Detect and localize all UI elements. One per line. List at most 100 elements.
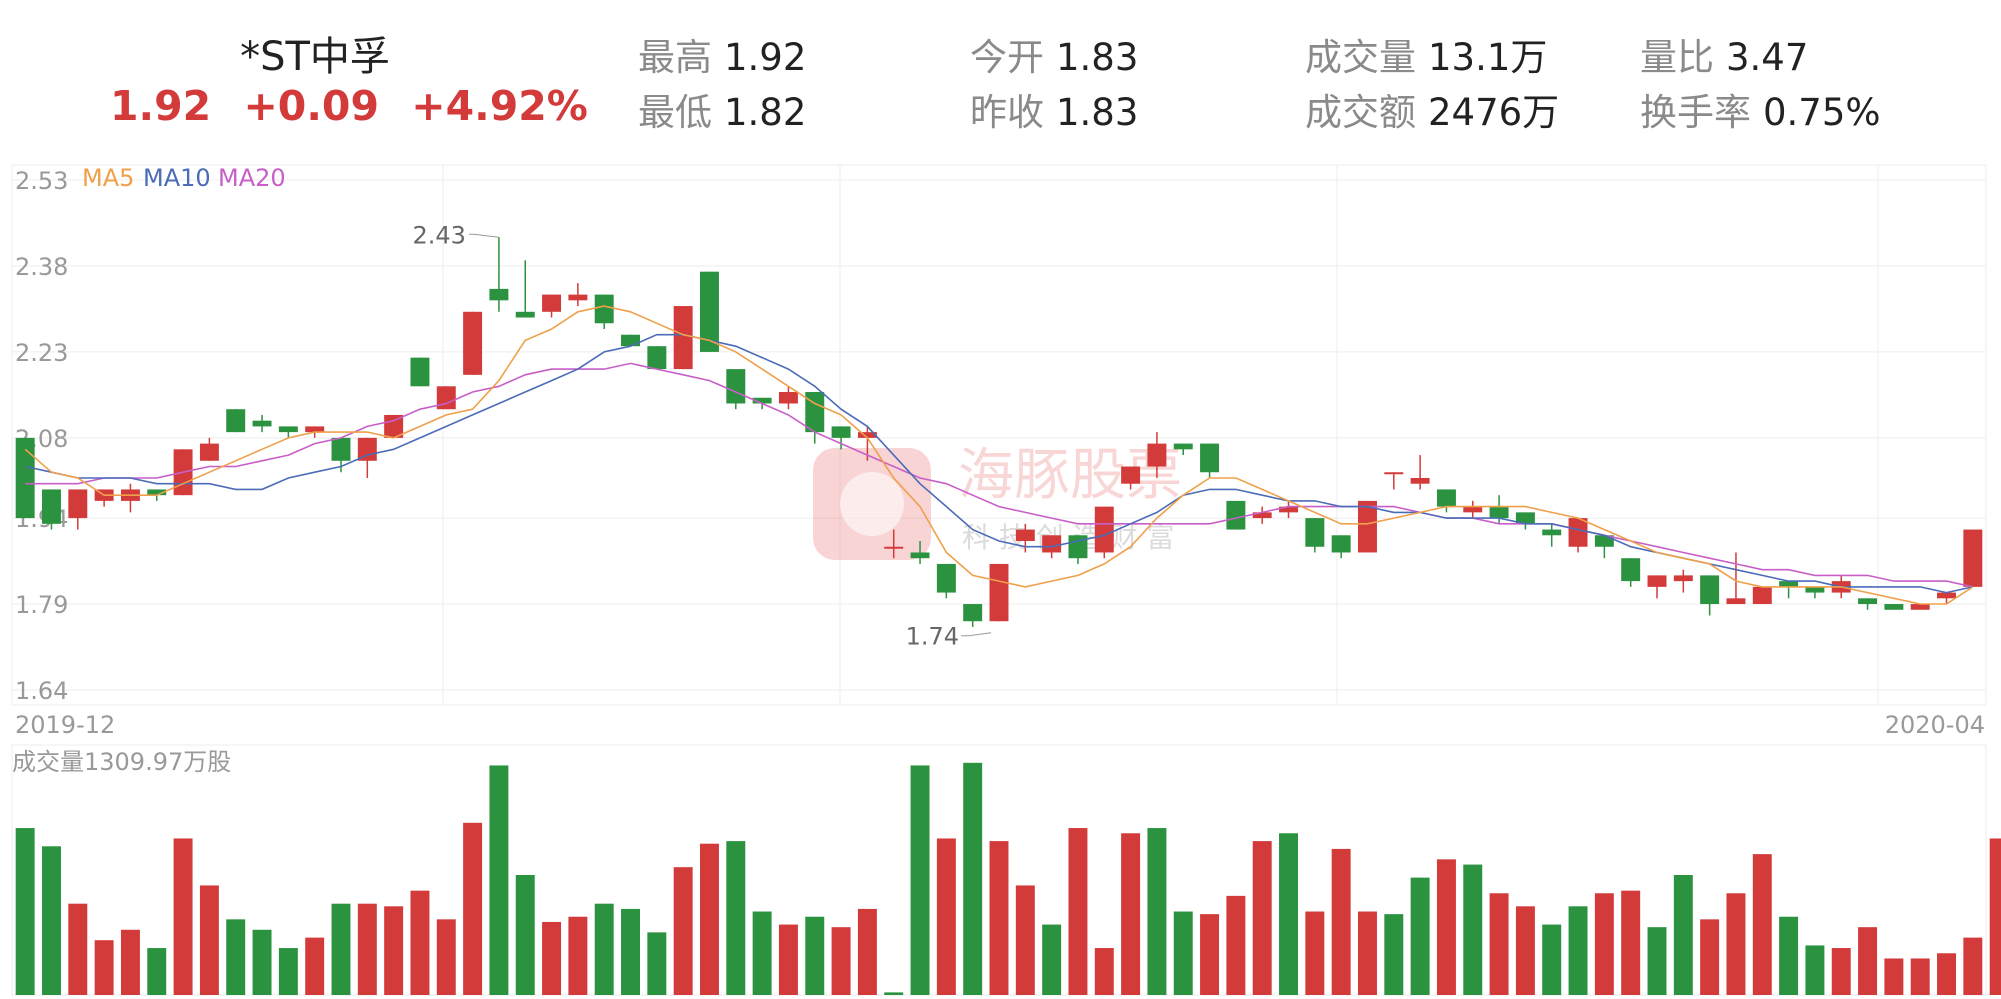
candle	[1647, 575, 1667, 599]
candle-body	[1463, 506, 1483, 513]
candle	[226, 409, 246, 433]
candle-body	[1436, 489, 1456, 507]
candle-body	[1305, 518, 1325, 547]
candle	[1621, 558, 1641, 587]
candle-body	[410, 357, 430, 387]
candle	[1463, 500, 1483, 519]
volume-bar	[1937, 953, 1956, 995]
candle-body	[1779, 581, 1799, 587]
volume-bar	[1331, 848, 1351, 995]
volume-bar	[489, 765, 509, 995]
volume-bar	[1779, 916, 1799, 995]
candle-body	[647, 346, 667, 370]
volume-bar	[68, 903, 88, 995]
volume-bar	[1305, 911, 1325, 995]
candle-body	[1147, 443, 1167, 467]
volume-bar	[963, 762, 983, 995]
candle	[1858, 598, 1878, 610]
candle-body	[778, 392, 798, 404]
candle	[621, 334, 640, 347]
volume-bar	[831, 927, 851, 995]
volume-bar	[252, 929, 272, 995]
volume-bar	[989, 841, 1009, 995]
watermark-dolphin-icon	[840, 472, 904, 536]
candle	[989, 563, 1009, 622]
stat-turnover-rate: 换手率 0.75%	[1640, 91, 1881, 134]
price-quote: 1.92 +0.09 +4.92%	[110, 82, 606, 130]
volume-bar	[305, 937, 325, 995]
volume-bar	[568, 916, 588, 995]
candle-body	[1726, 598, 1746, 605]
candle	[1963, 529, 1983, 587]
volume-bar	[410, 890, 430, 995]
candle	[436, 386, 456, 410]
y-tick-label: 1.64	[15, 677, 68, 705]
volume-bar	[1673, 875, 1693, 995]
volume-bar	[42, 846, 61, 995]
candle-body	[515, 311, 535, 318]
stat-volume-ratio: 量比 3.47	[1640, 36, 1809, 79]
volume-bar	[1147, 828, 1167, 995]
candle-body	[1068, 535, 1088, 559]
candle	[1068, 535, 1088, 564]
volume-bar	[1068, 828, 1088, 995]
candle	[778, 386, 798, 410]
candle-body	[594, 294, 614, 324]
candle-body	[884, 546, 904, 549]
volume-bar	[910, 765, 930, 995]
candle	[489, 237, 509, 312]
quote-header: *ST中孚 1.92 +0.09 +4.92% 最高 1.92 最低 1.82 今开…	[0, 0, 2001, 160]
candle-body	[1358, 500, 1377, 553]
volume-bar	[1726, 893, 1746, 995]
volume-bar	[1489, 893, 1509, 995]
candle	[1515, 512, 1535, 530]
candle	[568, 283, 588, 307]
candle-body	[1700, 575, 1720, 605]
candle	[1779, 581, 1799, 599]
candle-body	[489, 288, 509, 301]
volume-bar	[778, 924, 798, 995]
legend-ma10: MA10	[143, 164, 211, 192]
candle-body	[910, 552, 930, 559]
candle	[1673, 569, 1693, 593]
candle	[410, 357, 430, 387]
candle-body	[805, 392, 825, 433]
candle	[1094, 506, 1114, 559]
annotations: 2.43 1.74	[412, 221, 992, 651]
price-change-pct: +4.92%	[411, 82, 588, 130]
candle	[1884, 604, 1904, 610]
candle-body	[700, 271, 719, 352]
stat-high: 最高 1.92	[638, 36, 807, 79]
candle	[42, 489, 61, 530]
volume-bar	[805, 916, 825, 995]
last-price: 1.92	[110, 82, 212, 130]
volume-bar	[1358, 911, 1377, 995]
volume-bar	[1042, 924, 1062, 995]
volume-bar	[1752, 854, 1772, 995]
candle	[199, 437, 219, 461]
stat-open: 今开 1.83	[970, 36, 1139, 79]
candle	[1305, 518, 1325, 553]
volume-bar	[542, 921, 562, 995]
volume-bar	[147, 948, 167, 995]
volume-bar	[1094, 948, 1114, 995]
legend: MA5 MA10 MA20	[82, 164, 286, 192]
ma10-line	[25, 333, 1973, 594]
candle	[1726, 552, 1746, 605]
candle-body	[542, 294, 562, 312]
volume-bar	[1594, 893, 1614, 995]
candle	[1752, 586, 1772, 605]
low-marker-line	[961, 632, 992, 637]
volume-bar	[357, 903, 377, 995]
candle-body	[621, 334, 640, 347]
candle-body	[1042, 535, 1062, 553]
candle	[1489, 495, 1509, 524]
volume-bar	[1700, 919, 1720, 995]
volume-bar	[1647, 927, 1667, 995]
volume-bar	[1858, 927, 1878, 995]
volume-bar	[1200, 914, 1220, 995]
candle-body	[936, 563, 956, 593]
x-label-start: 2019-12	[15, 711, 115, 739]
candle-body	[1910, 604, 1930, 610]
